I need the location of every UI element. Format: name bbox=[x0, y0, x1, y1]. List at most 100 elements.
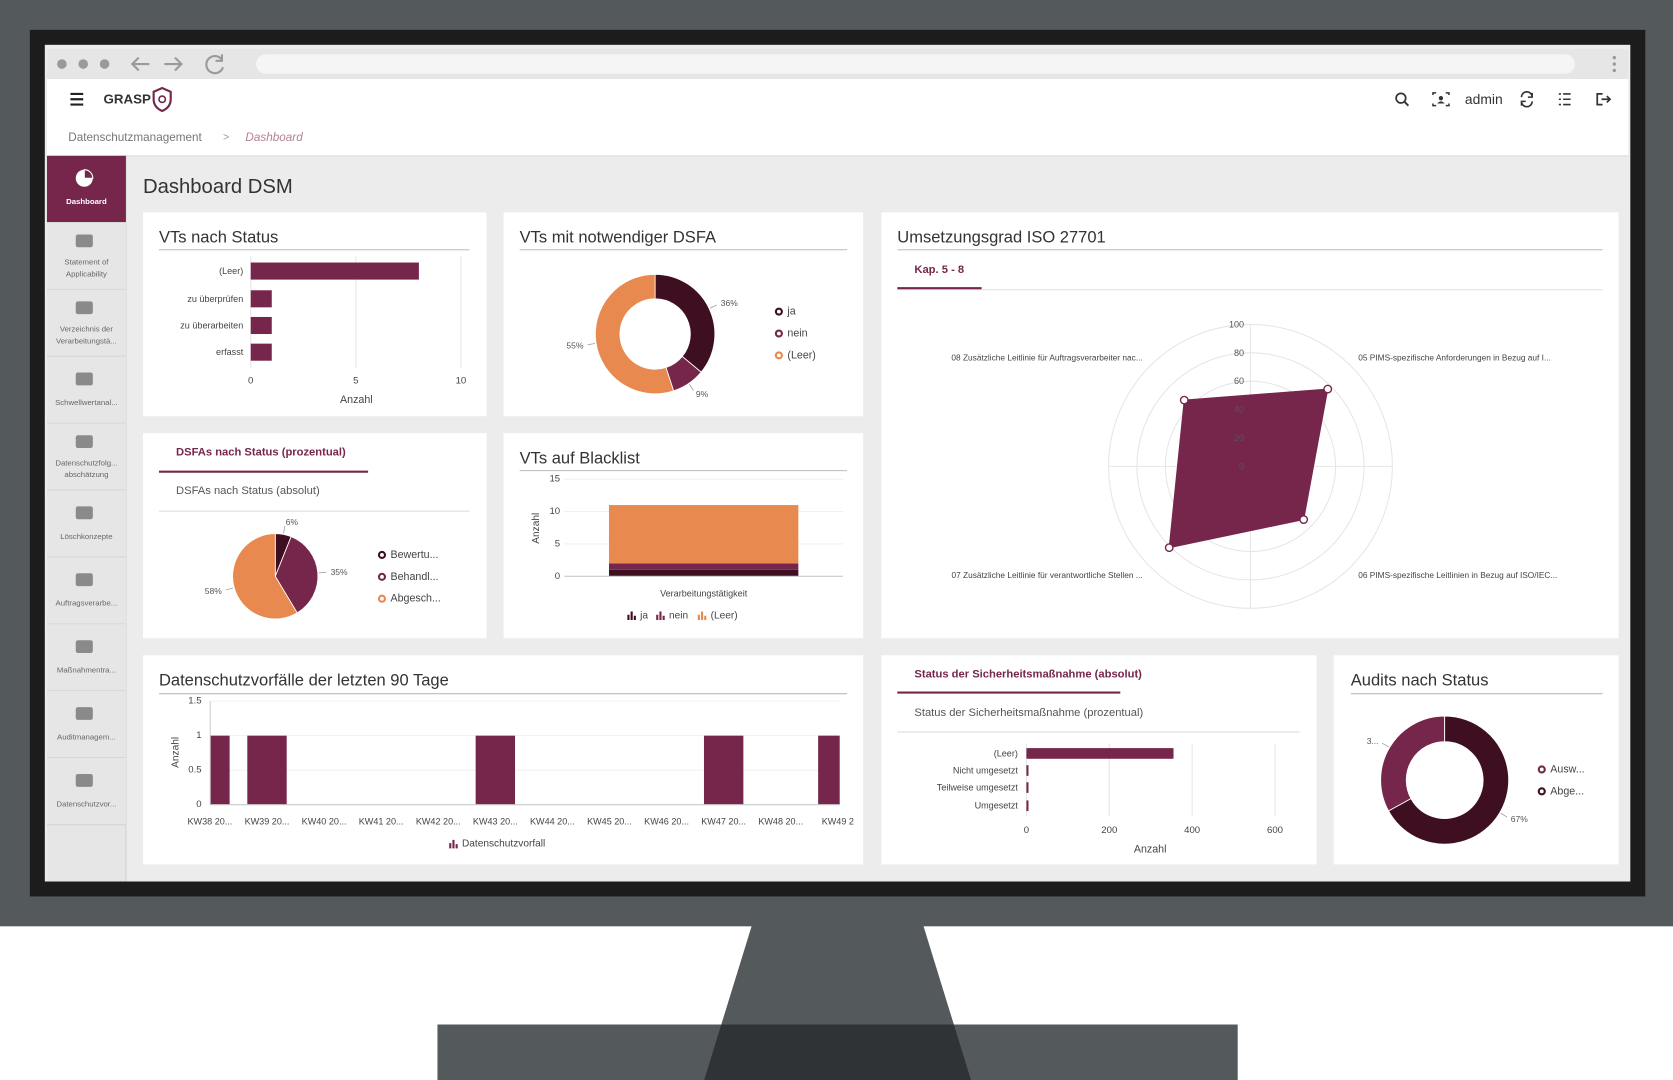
tab[interactable]: DSFAs nach Status (absolut) bbox=[176, 485, 320, 497]
sidebar-item[interactable]: Schwellwertanal... bbox=[46, 356, 126, 424]
legend-label[interactable]: Ausw... bbox=[1550, 763, 1584, 775]
legend-label[interactable]: (Leer) bbox=[787, 349, 815, 361]
sidebar-item-bg bbox=[46, 758, 126, 825]
y-tick-label: 1 bbox=[196, 730, 201, 741]
sidebar-item-bg bbox=[46, 289, 126, 357]
legend-label[interactable]: Abgesch... bbox=[391, 593, 441, 605]
back-button[interactable] bbox=[130, 56, 150, 72]
legend-swatch bbox=[697, 611, 707, 621]
sidebar-label: Maßnahmentra... bbox=[57, 666, 116, 675]
sidebar-item-bg bbox=[46, 423, 126, 490]
scan-button[interactable] bbox=[1432, 92, 1450, 107]
x-tick-label: KW38 20... bbox=[188, 817, 233, 827]
sidebar-item[interactable]: Auftragsverarbe... bbox=[46, 557, 126, 625]
tab[interactable]: DSFAs nach Status (prozentual) bbox=[176, 446, 346, 458]
radar-category-label: 05 PIMS-spezifische Anforderungen in Bez… bbox=[1358, 353, 1551, 363]
x-axis-title: Anzahl bbox=[1134, 843, 1167, 855]
legend-label[interactable]: Datenschutzvorfall bbox=[462, 839, 545, 850]
address-bar[interactable] bbox=[256, 54, 1575, 74]
bar bbox=[608, 505, 799, 564]
bar bbox=[247, 735, 287, 805]
sidebar-icon bbox=[75, 640, 93, 654]
legend-label[interactable]: Abge... bbox=[1550, 785, 1584, 797]
legend-swatch bbox=[627, 611, 636, 621]
legend-label[interactable]: ja bbox=[639, 610, 648, 621]
sidebar-label: Verzeichnis der bbox=[60, 325, 114, 334]
user-name[interactable]: admin bbox=[1465, 91, 1503, 107]
legend-label[interactable]: Bewertu... bbox=[391, 549, 439, 561]
x-tick-label: KW40 20... bbox=[302, 817, 347, 827]
radar-point bbox=[1164, 543, 1174, 553]
card bbox=[881, 655, 1317, 865]
sidebar-label: Löschkonzepte bbox=[60, 532, 112, 541]
logo-shield bbox=[152, 86, 172, 113]
sidebar-icon bbox=[75, 435, 93, 449]
sidebar-item-bg bbox=[46, 356, 126, 423]
list-button[interactable] bbox=[1558, 93, 1571, 106]
search-button[interactable] bbox=[1395, 92, 1410, 107]
page-title: Dashboard DSM bbox=[143, 176, 293, 198]
x-tick-label: KW41 20... bbox=[359, 817, 404, 827]
legend-label[interactable]: Behandl... bbox=[391, 571, 439, 583]
y-tick-label: 0.5 bbox=[188, 765, 201, 776]
legend-label[interactable]: ja bbox=[786, 306, 795, 318]
sidebar-item[interactable]: Datenschutzfolg... abschätzung bbox=[46, 423, 126, 491]
y-tick-label: 0 bbox=[196, 799, 201, 810]
forward-button[interactable] bbox=[164, 56, 183, 72]
sidebar-label: Auditmanagem... bbox=[57, 733, 116, 742]
x-tick-label: KW43 20... bbox=[473, 817, 518, 827]
y-axis-title: Anzahl bbox=[531, 513, 542, 544]
bar bbox=[1026, 765, 1029, 776]
sidebar-item[interactable]: Dashboard bbox=[46, 155, 126, 224]
card bbox=[142, 212, 487, 417]
sidebar-item[interactable]: Auditmanagem... bbox=[46, 691, 126, 759]
card bbox=[142, 433, 487, 639]
bar bbox=[250, 316, 272, 335]
legend-swatch bbox=[1537, 765, 1546, 774]
menu-button[interactable] bbox=[70, 92, 84, 106]
legend-label[interactable]: (Leer) bbox=[711, 610, 738, 621]
legend-label[interactable]: nein bbox=[669, 610, 688, 621]
reload-button[interactable] bbox=[205, 54, 225, 75]
breadcrumb-link[interactable]: Datenschutzmanagement bbox=[68, 131, 202, 144]
card-title: Datenschutzvorfälle der letzten 90 Tage bbox=[159, 670, 449, 689]
sidebar-item[interactable]: Maßnahmentra... bbox=[46, 624, 126, 692]
sidebar-item[interactable]: Verzeichnis der Verarbeitungstä... bbox=[46, 289, 126, 357]
sidebar-item[interactable]: Löschkonzepte bbox=[46, 490, 126, 558]
data-label: 58% bbox=[205, 586, 222, 596]
sidebar-icon bbox=[75, 301, 93, 315]
window-dot bbox=[99, 59, 110, 69]
tab[interactable]: Status der Sicherheitsmaßnahme (prozentu… bbox=[914, 707, 1143, 719]
sidebar-item-bg bbox=[46, 557, 126, 624]
logo-text: GRASP bbox=[103, 92, 151, 107]
tab[interactable]: Status der Sicherheitsmaßnahme (absolut) bbox=[914, 668, 1142, 680]
sidebar-icon bbox=[75, 774, 93, 787]
label-leader bbox=[225, 587, 234, 591]
sidebar-item[interactable]: Datenschutzvor... bbox=[46, 758, 126, 826]
radar-tick-label: 80 bbox=[1234, 348, 1244, 358]
data-label: 35% bbox=[331, 567, 348, 577]
legend-label[interactable]: nein bbox=[787, 327, 807, 339]
sidebar-item-bg bbox=[46, 624, 126, 691]
radar-point bbox=[1299, 515, 1309, 524]
x-tick-label: KW47 20... bbox=[701, 817, 746, 827]
tab[interactable]: Kap. 5 - 8 bbox=[914, 264, 964, 276]
data-label: 55% bbox=[566, 340, 583, 350]
slice bbox=[232, 533, 298, 620]
breadcrumb-bar bbox=[46, 119, 1629, 156]
category-label: zu überprüfen bbox=[187, 294, 243, 304]
label-leader bbox=[709, 304, 718, 309]
y-axis-title: Anzahl bbox=[171, 737, 182, 768]
logout-button[interactable] bbox=[1596, 93, 1612, 106]
refresh-button[interactable] bbox=[1520, 91, 1533, 108]
sidebar-item[interactable]: Statement of Applicability bbox=[46, 222, 126, 290]
bar bbox=[250, 262, 419, 280]
category-label: erfasst bbox=[216, 347, 244, 357]
bar bbox=[608, 563, 799, 570]
legend-swatch bbox=[774, 307, 783, 316]
sidebar-label: Schwellwertanal... bbox=[55, 398, 118, 407]
sidebar-icon bbox=[75, 506, 93, 520]
legend-swatch bbox=[1537, 787, 1546, 796]
menu-dot bbox=[1612, 68, 1617, 73]
